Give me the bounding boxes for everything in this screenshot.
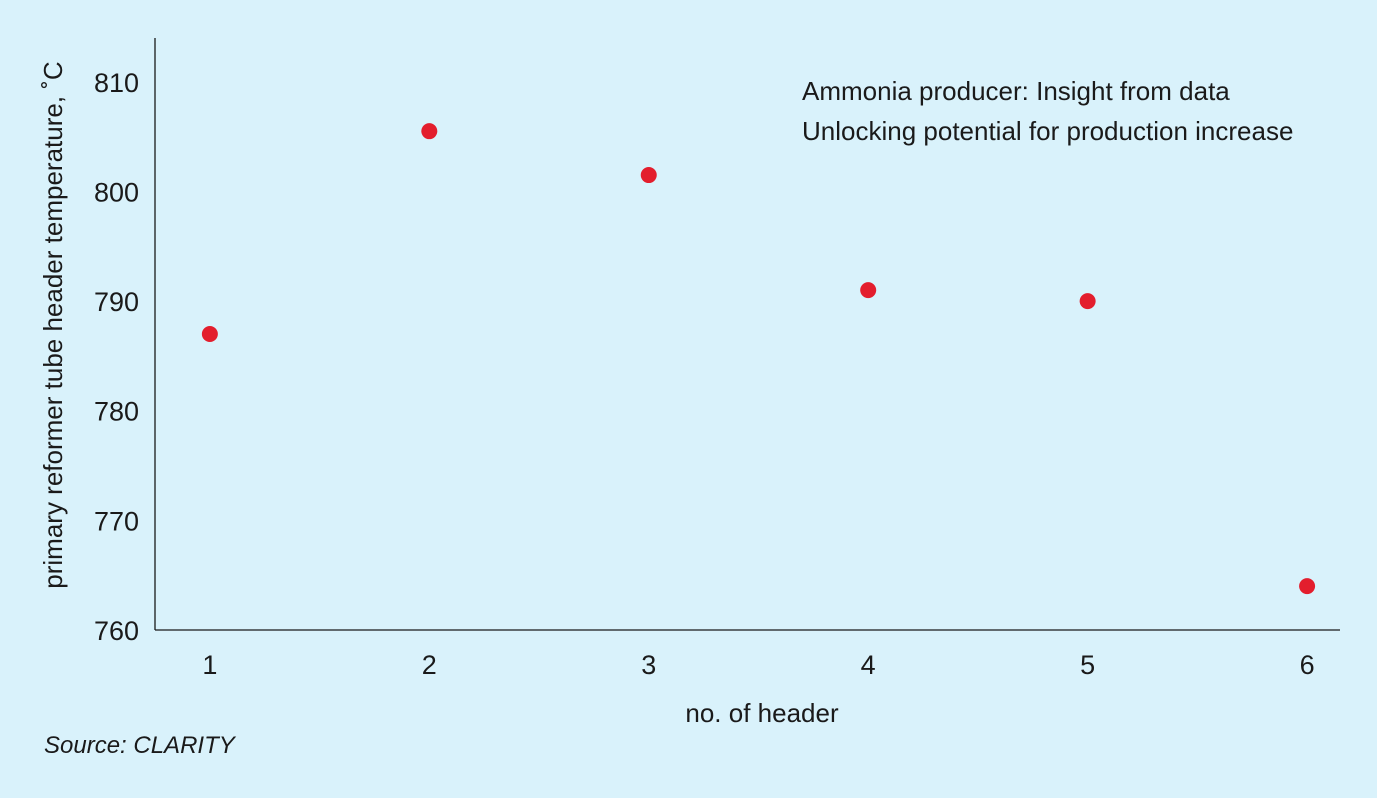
annotation-line-2: Unlocking potential for production incre… bbox=[802, 116, 1293, 146]
data-point bbox=[421, 123, 438, 140]
axes bbox=[154, 38, 1340, 631]
y-tick-label: 800 bbox=[94, 177, 139, 207]
y-tick-label: 780 bbox=[94, 397, 139, 427]
y-axis-label: primary reformer tube header temperature… bbox=[38, 61, 68, 588]
x-tick-label: 2 bbox=[422, 650, 437, 680]
x-axis-label: no. of header bbox=[685, 698, 839, 728]
x-tick-label: 5 bbox=[1080, 650, 1095, 680]
data-point bbox=[640, 167, 657, 184]
x-tick-label: 6 bbox=[1300, 650, 1315, 680]
data-point bbox=[201, 326, 218, 342]
x-tick-labels: 1 2 3 4 5 6 bbox=[202, 650, 1314, 680]
x-tick-label: 4 bbox=[861, 650, 876, 680]
y-tick-label: 760 bbox=[94, 616, 139, 646]
annotation-line-1: Ammonia producer: Insight from data bbox=[802, 76, 1230, 106]
data-point bbox=[860, 282, 877, 299]
data-point bbox=[1299, 578, 1316, 595]
x-tick-label: 3 bbox=[641, 650, 656, 680]
y-tick-label: 770 bbox=[94, 506, 139, 536]
y-tick-label: 810 bbox=[94, 68, 139, 98]
y-tick-labels: 760 770 780 790 800 810 bbox=[94, 68, 139, 646]
data-point bbox=[1079, 293, 1096, 310]
data-points bbox=[201, 123, 1316, 595]
x-tick-label: 1 bbox=[202, 650, 217, 680]
source-note: Source: CLARITY bbox=[44, 732, 237, 759]
y-tick-label: 790 bbox=[94, 287, 139, 317]
